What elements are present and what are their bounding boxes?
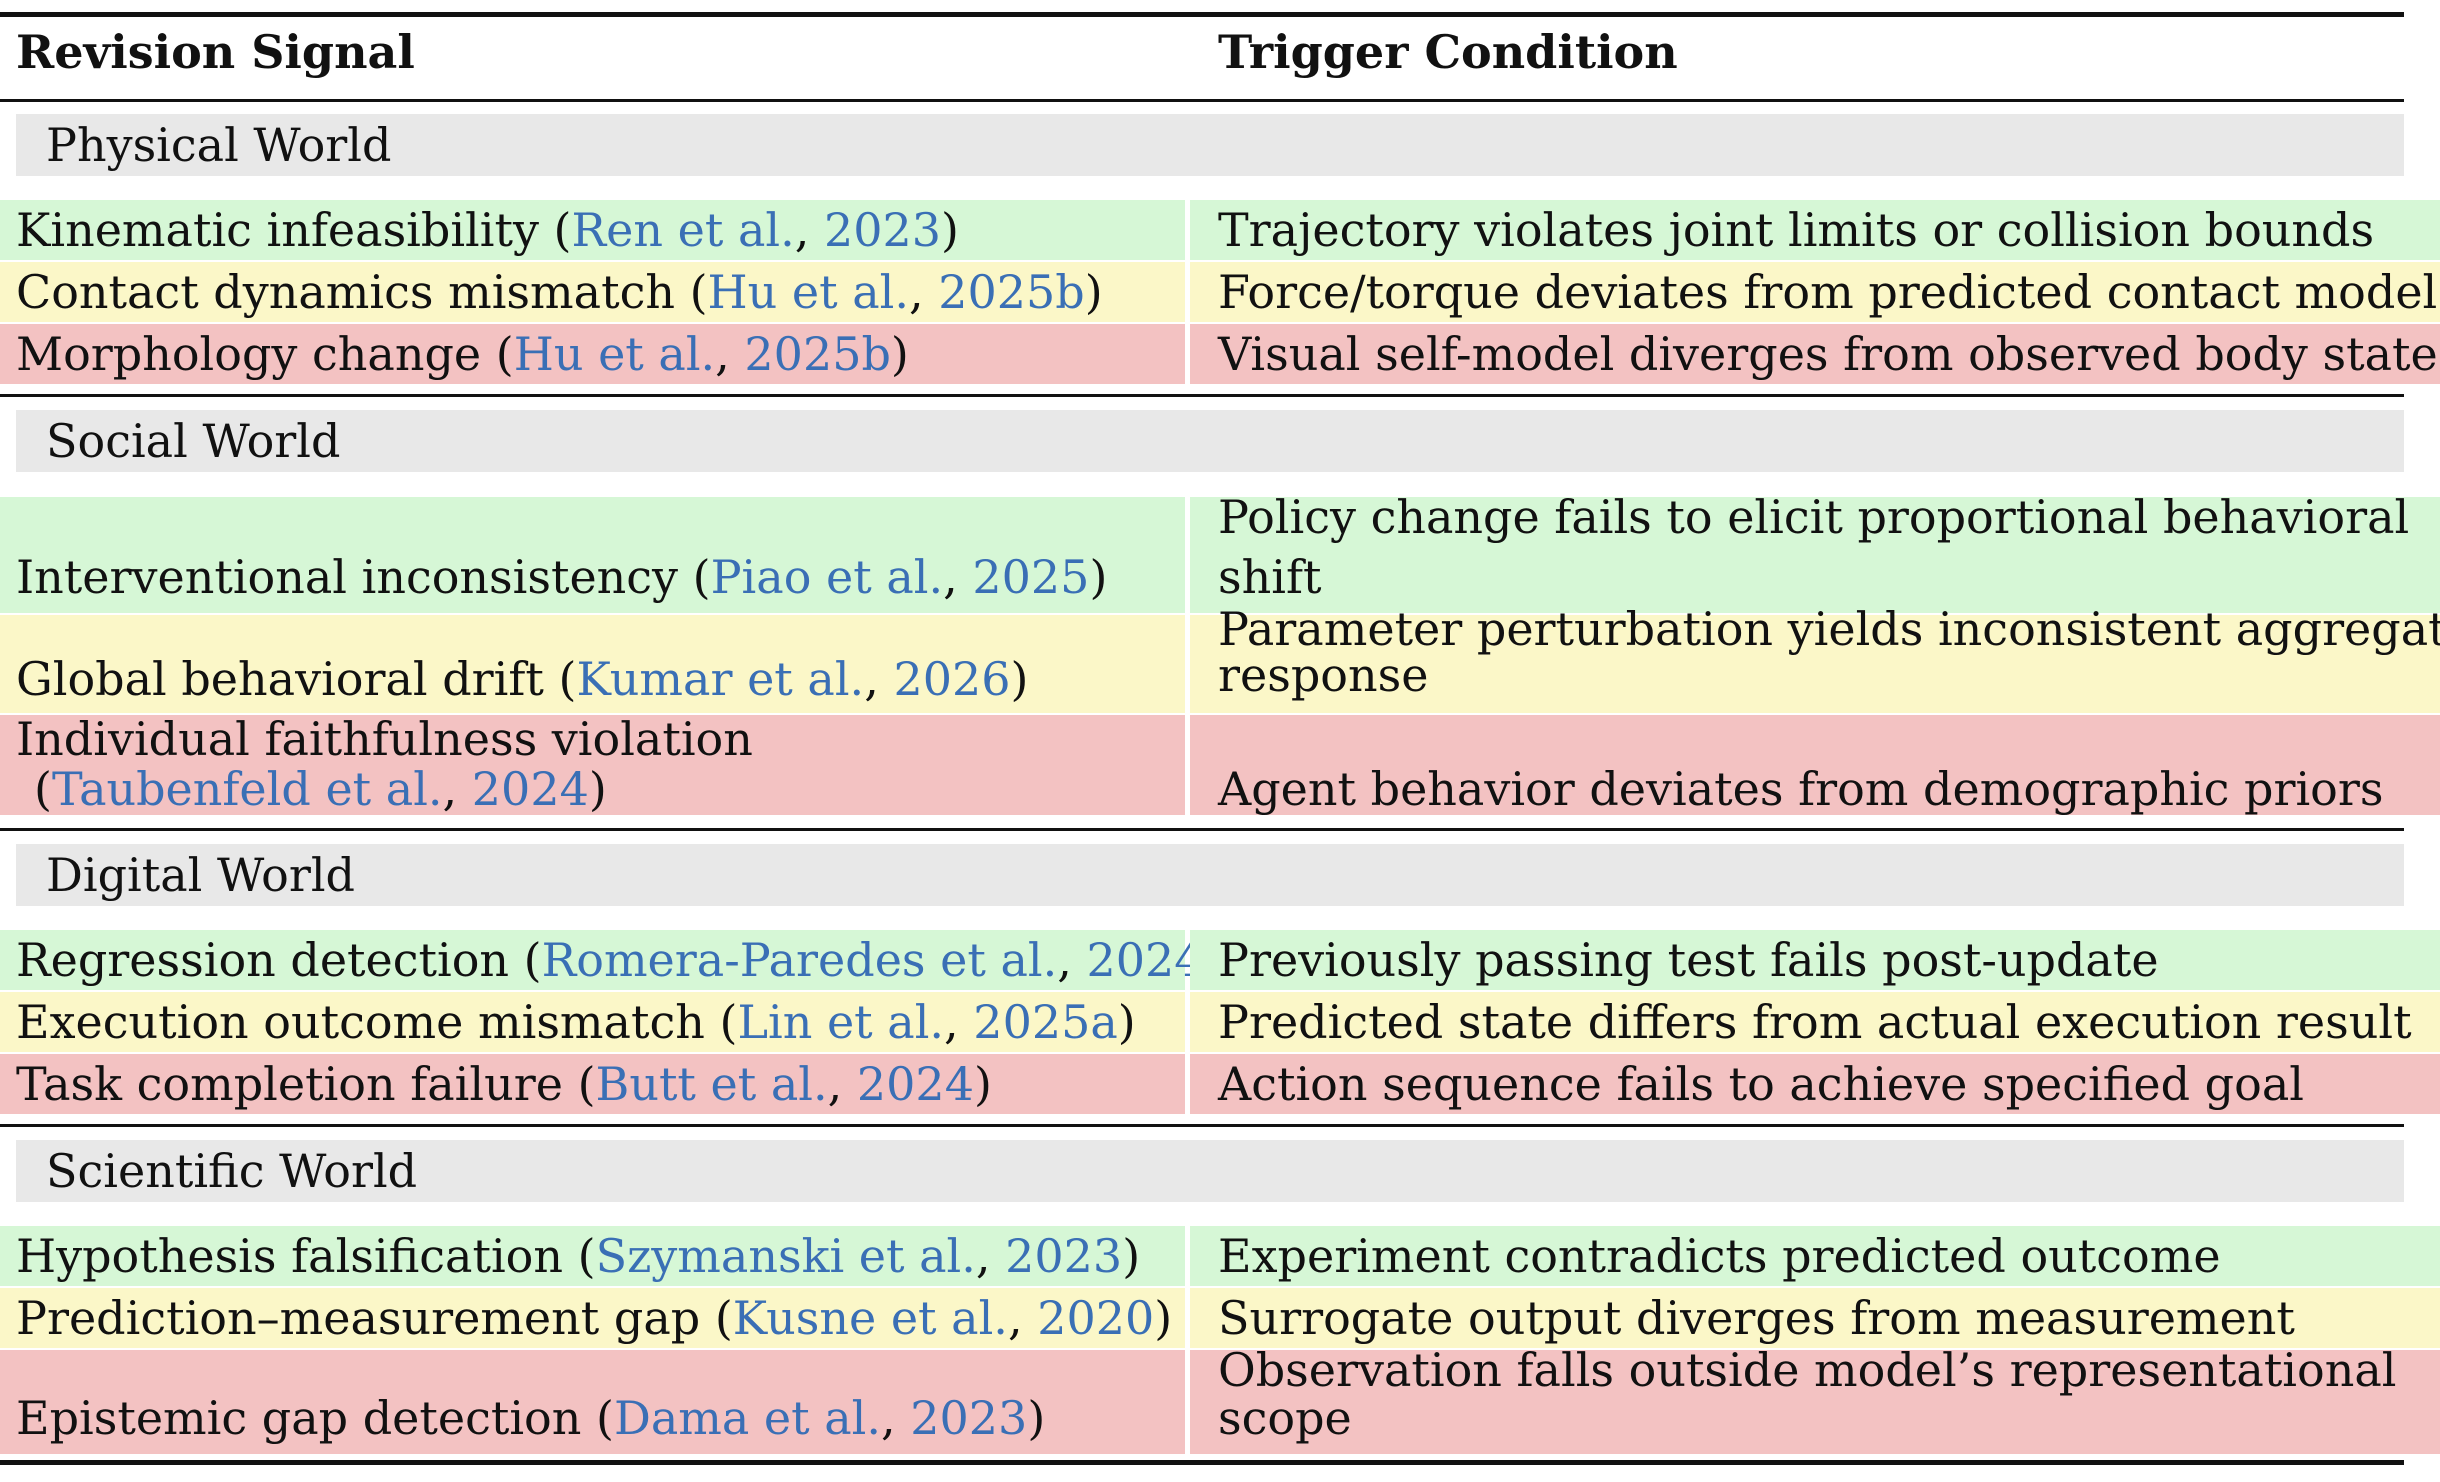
- group-social-world: Social World: [16, 410, 2404, 472]
- table-row-signal: Individual faithfulness violation (Taube…: [0, 712, 1185, 816]
- table-row-signal: Morphology change (Hu et al., 2025b): [0, 324, 1185, 384]
- group-label: Scientific World: [46, 1144, 418, 1198]
- table-row-signal: Regression detection (Romera-Paredes et …: [0, 930, 1222, 990]
- table-row-signal: Task completion failure (Butt et al., 20…: [0, 1054, 1185, 1114]
- table-row-trigger: Visual self-model diverges from observed…: [1190, 324, 2440, 384]
- citation-link[interactable]: Piao et al.: [710, 550, 944, 604]
- table-row-signal: Interventional inconsistency (Piao et al…: [0, 497, 1185, 613]
- group-digital-world: Digital World: [16, 844, 2404, 906]
- citation-year-link[interactable]: 2025: [972, 550, 1090, 604]
- table-row-signal: Epistemic gap detection (Dama et al., 20…: [0, 1350, 1185, 1454]
- citation-link[interactable]: Hu et al.: [707, 265, 909, 319]
- citation-year-link[interactable]: 2024: [1086, 933, 1204, 987]
- citation-year-link[interactable]: 2024: [471, 762, 589, 816]
- table-row-trigger: Surrogate output diverges from measureme…: [1190, 1288, 2440, 1348]
- table-row-trigger: Predicted state differs from actual exec…: [1190, 992, 2440, 1052]
- citation-year-link[interactable]: 2020: [1037, 1291, 1155, 1345]
- table-row-signal: Prediction–measurement gap (Kusne et al.…: [0, 1288, 1185, 1348]
- citation-link[interactable]: Ren et al.: [571, 203, 795, 257]
- table-row-signal: Kinematic infeasibility (Ren et al., 202…: [0, 200, 1185, 260]
- header-revision-signal: Revision Signal: [16, 25, 415, 79]
- citation-link[interactable]: Lin et al.: [737, 995, 945, 1049]
- group-label: Digital World: [46, 848, 355, 902]
- citation-year-link[interactable]: 2024: [856, 1057, 974, 1111]
- citation-link[interactable]: Hu et al.: [513, 327, 716, 381]
- group-label: Social World: [46, 414, 341, 468]
- group-label: Physical World: [46, 118, 392, 172]
- table-row-signal: Execution outcome mismatch (Lin et al., …: [0, 992, 1185, 1052]
- citation-link[interactable]: Romera-Paredes et al.: [541, 933, 1058, 987]
- group-rule: [0, 828, 2404, 831]
- table-row-trigger: Force/torque deviates from predicted con…: [1190, 262, 2440, 322]
- table-row-trigger: Experiment contradicts predicted outcome: [1190, 1226, 2440, 1286]
- bottom-rule: [0, 1460, 2404, 1465]
- header-trigger-condition: Trigger Condition: [1218, 25, 1678, 79]
- citation-link[interactable]: Kumar et al.: [576, 652, 865, 706]
- table-row-trigger: Previously passing test fails post-updat…: [1190, 930, 2440, 990]
- table-row-trigger: Agent behavior deviates from demographic…: [1190, 715, 2440, 816]
- group-scientific-world: Scientific World: [16, 1140, 2404, 1202]
- citation-link[interactable]: Dama et al.: [613, 1391, 881, 1445]
- table-row-signal: Global behavioral drift (Kumar et al., 2…: [0, 615, 1185, 713]
- citation-year-link[interactable]: 2023: [1005, 1229, 1123, 1283]
- citation-link[interactable]: Butt et al.: [595, 1057, 828, 1111]
- table-row-signal: Contact dynamics mismatch (Hu et al., 20…: [0, 262, 1185, 322]
- table-row-trigger: Observation falls outside model’s repres…: [1190, 1343, 2440, 1454]
- citation-year-link[interactable]: 2025b: [744, 327, 891, 381]
- citation-link[interactable]: Szymanski et al.: [595, 1229, 976, 1283]
- table-row-trigger: Trajectory violates joint limits or coll…: [1190, 200, 2440, 260]
- table-row-trigger: Action sequence fails to achieve specifi…: [1190, 1054, 2440, 1114]
- citation-year-link[interactable]: 2025b: [938, 265, 1085, 319]
- header-rule: [0, 99, 2404, 102]
- citation-year-link[interactable]: 2025a: [973, 995, 1118, 1049]
- top-rule: [0, 12, 2404, 17]
- group-physical-world: Physical World: [16, 114, 2404, 176]
- group-rule: [0, 1124, 2404, 1127]
- citation-year-link[interactable]: 2023: [823, 203, 942, 257]
- table-row-trigger: Policy change fails to elicit proportion…: [1190, 490, 2440, 613]
- citation-link[interactable]: Taubenfeld et al.: [51, 762, 443, 816]
- group-rule: [0, 394, 2404, 397]
- table-row-signal: Hypothesis falsification (Szymanski et a…: [0, 1226, 1185, 1286]
- table-row-trigger: Parameter perturbation yields inconsiste…: [1190, 602, 2440, 713]
- citation-year-link[interactable]: 2023: [910, 1391, 1028, 1445]
- citation-year-link[interactable]: 2026: [893, 652, 1011, 706]
- citation-link[interactable]: Kusne et al.: [732, 1291, 1008, 1345]
